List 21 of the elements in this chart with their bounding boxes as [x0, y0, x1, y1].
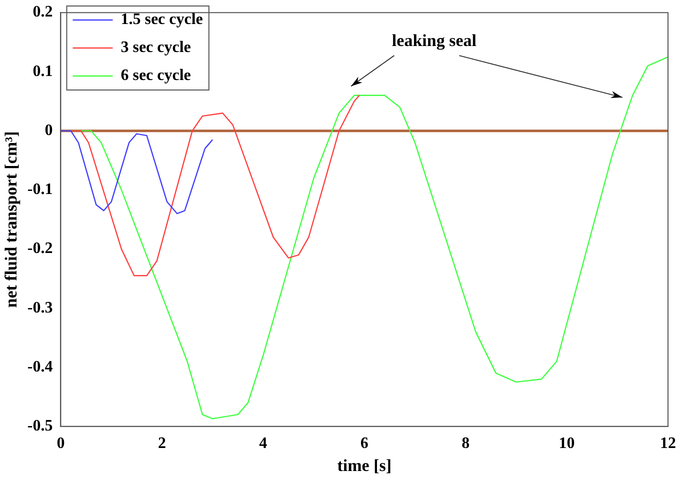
y-tick-label: -0.2 — [27, 240, 53, 258]
annotation: leaking seal — [392, 30, 477, 50]
x-tick-label: 2 — [158, 435, 166, 452]
x-tick-label: 12 — [660, 435, 676, 452]
x-axis-title: time [s] — [337, 456, 392, 476]
y-tick-label: 0 — [44, 122, 53, 139]
y-tick-label: 0.1 — [32, 62, 53, 80]
y-tick-label: 0.2 — [32, 4, 53, 21]
y-tick-label: -0.1 — [27, 181, 53, 198]
x-tick-label: 0 — [56, 435, 65, 452]
x-tick-label: 10 — [558, 435, 575, 452]
x-tick-label: 6 — [360, 435, 368, 452]
y-tick-label: -0.3 — [27, 299, 53, 316]
y-tick-label: -0.5 — [27, 418, 53, 435]
y-tick-label: -0.4 — [27, 358, 53, 376]
legend-label: 6 sec cycle — [120, 67, 191, 84]
legend-label: 1.5 sec cycle — [120, 11, 203, 28]
x-tick-label: 4 — [259, 435, 268, 452]
y-axis-title: net fluid transport [cm³] — [2, 131, 21, 308]
legend-label: 3 sec cycle — [120, 39, 191, 56]
x-tick-label: 8 — [462, 435, 470, 452]
